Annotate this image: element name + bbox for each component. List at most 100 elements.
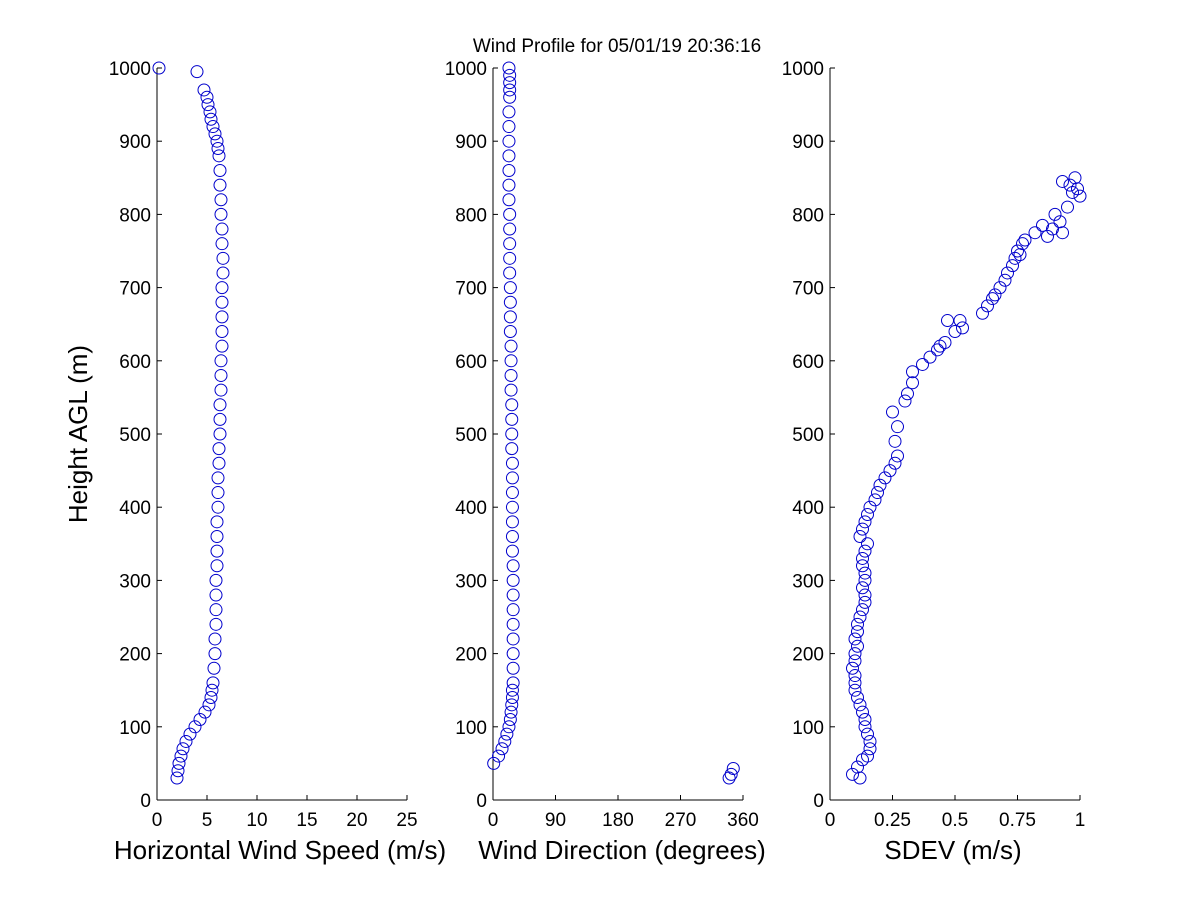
wind-speed-x-tick-label: 20: [346, 810, 367, 831]
sdev-data-point: [848, 632, 862, 646]
wind-speed-data-point: [213, 427, 227, 441]
sdev-data-point: [998, 273, 1012, 287]
sdev-data-point: [1073, 189, 1087, 203]
wind-direction-data-point: [502, 193, 516, 207]
wind-direction-y-tick-label: 300: [455, 571, 487, 592]
wind-direction-data-point: [722, 771, 736, 785]
sdev-panel: SDEV (m/s) 0 100 200 300 400 500 600 700 800 900 1…: [782, 59, 1087, 865]
sdev-data-point: [851, 625, 864, 639]
wind-speed-y-tick-label: 200: [119, 645, 151, 666]
sdev-data-point: [853, 529, 867, 543]
wind-direction-data-point: [502, 134, 516, 148]
wind-speed-data-point: [198, 705, 212, 719]
sdev-data-point: [891, 449, 904, 463]
sdev-y-tick-label: 100: [792, 718, 824, 739]
wind-speed-y-tick-label: 300: [119, 571, 151, 592]
sdev-y-tick-label: 600: [792, 352, 824, 373]
wind-direction-data-point: [503, 251, 517, 265]
wind-direction-y-tick-label: 1000: [445, 59, 487, 80]
sdev-data-point: [1001, 266, 1014, 280]
wind-speed-points: [152, 61, 230, 785]
sdev-y-tick-label: 300: [792, 571, 824, 592]
wind-speed-data-point: [210, 134, 224, 148]
wind-direction-y-tick-label: 900: [455, 132, 487, 153]
sdev-data-point: [851, 691, 864, 705]
wind-direction-data-point: [503, 266, 517, 280]
sdev-data-point: [948, 325, 962, 339]
wind-direction-data-point: [492, 749, 506, 763]
wind-speed-x-tick-label: 15: [296, 810, 317, 831]
sdev-data-point: [861, 508, 874, 522]
sdev-data-point: [931, 343, 944, 357]
wind-direction-data-point: [487, 756, 501, 770]
wind-speed-data-point: [210, 515, 224, 529]
sdev-data-point: [1028, 226, 1042, 240]
sdev-x-axis-label: SDEV (m/s): [884, 835, 1021, 865]
wind-speed-x-axis-label: Horizontal Wind Speed (m/s): [114, 835, 446, 865]
wind-speed-data-point: [208, 127, 222, 141]
sdev-data-point: [861, 537, 874, 551]
sdev-x-tick-label: 1: [1075, 810, 1086, 831]
wind-direction-data-point: [506, 661, 520, 675]
wind-speed-data-point: [215, 310, 229, 324]
sdev-data-point: [1018, 233, 1032, 247]
wind-speed-data-point: [206, 676, 220, 690]
wind-direction-data-point: [503, 68, 517, 82]
wind-direction-data-point: [503, 325, 517, 339]
wind-speed-data-point: [190, 65, 204, 79]
wind-speed-y-tick-label: 700: [119, 279, 151, 300]
wind-direction-data-point: [506, 617, 520, 631]
sdev-data-point: [953, 314, 967, 328]
wind-speed-y-tick-label: 0: [140, 791, 151, 812]
wind-speed-data-point: [176, 742, 190, 756]
wind-speed-data-point: [215, 325, 229, 339]
sdev-data-point: [846, 661, 859, 675]
wind-speed-data-point: [213, 412, 227, 426]
wind-speed-data-point: [208, 632, 222, 646]
sdev-data-point: [981, 299, 994, 313]
sdev-data-point: [1048, 207, 1062, 221]
wind-speed-data-point: [201, 98, 215, 112]
wind-direction-data-point: [506, 647, 520, 661]
sdev-x-tick-label: 0: [825, 810, 836, 831]
wind-speed-x-tick-label: 10: [246, 810, 267, 831]
wind-speed-data-point: [174, 749, 188, 763]
sdev-data-point: [941, 314, 954, 328]
wind-speed-data-point: [213, 178, 227, 192]
wind-speed-y-tick-label: 900: [119, 132, 151, 153]
sdev-data-point: [956, 321, 969, 335]
wind-speed-y-tick-label: 1000: [109, 59, 151, 80]
wind-direction-data-point: [505, 427, 519, 441]
wind-direction-data-point: [504, 705, 518, 719]
wind-speed-data-point: [212, 149, 226, 163]
wind-direction-data-point: [506, 676, 520, 690]
wind-speed-panel: Horizontal Wind Speed (m/s) Height AGL (…: [63, 59, 446, 865]
sdev-data-point: [863, 734, 877, 748]
wind-speed-data-point: [214, 354, 228, 368]
wind-speed-data-point: [214, 207, 228, 221]
sdev-data-point: [888, 434, 902, 448]
wind-speed-data-point: [214, 193, 228, 207]
wind-speed-data-point: [210, 529, 224, 543]
wind-speed-data-point: [209, 573, 223, 587]
wind-speed-data-point: [215, 222, 229, 236]
sdev-data-point: [878, 471, 892, 485]
sdev-data-point: [861, 727, 874, 741]
wind-speed-data-point: [214, 383, 228, 397]
sdev-ticks: 0 100 200 300 400 500 600 700 800 900 1000 0 0.25 0.5…: [782, 59, 1086, 831]
wind-direction-data-point: [506, 588, 520, 602]
wind-speed-x-tick-label: 5: [202, 810, 213, 831]
wind-direction-data-point: [502, 163, 516, 177]
sdev-data-point: [1061, 200, 1074, 214]
sdev-y-tick-label: 200: [792, 645, 824, 666]
wind-speed-data-point: [212, 442, 226, 456]
wind-direction-data-point: [506, 573, 520, 587]
wind-direction-data-point: [505, 486, 519, 500]
sdev-y-tick-label: 0: [813, 791, 824, 812]
wind-direction-data-point: [503, 237, 517, 251]
wind-direction-data-point: [502, 720, 516, 734]
sdev-data-point: [848, 654, 862, 668]
sdev-data-point: [858, 720, 872, 734]
sdev-y-tick-label: 500: [792, 425, 824, 446]
wind-speed-data-point: [200, 90, 214, 104]
